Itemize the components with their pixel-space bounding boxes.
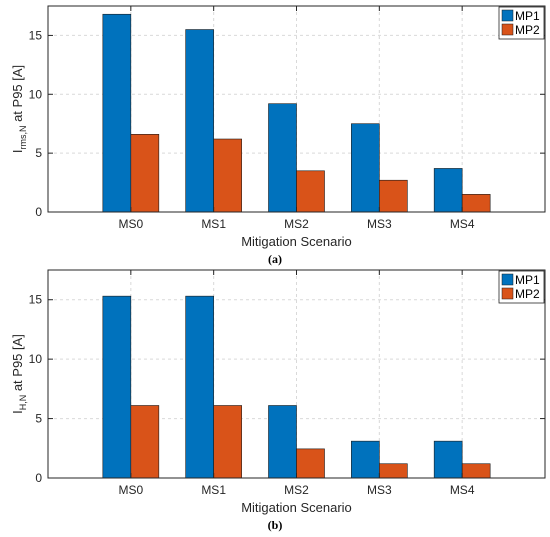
y-tick-label: 5 bbox=[35, 412, 42, 426]
legend-label-mp1: MP1 bbox=[515, 9, 540, 23]
y-axis-label-subscript: rms,N bbox=[18, 126, 28, 150]
legend-swatch-mp1 bbox=[501, 273, 514, 286]
bar-mp1-ms3 bbox=[351, 123, 380, 213]
panel-caption: (b) bbox=[268, 518, 283, 532]
y-tick-label: 10 bbox=[29, 87, 43, 101]
x-tick-label-ms0: MS0 bbox=[118, 217, 143, 231]
y-tick-label: 0 bbox=[35, 471, 42, 485]
bar-mp1-ms2 bbox=[268, 405, 297, 479]
y-tick-label: 15 bbox=[29, 293, 43, 307]
x-axis-label: Mitigation Scenario bbox=[241, 500, 352, 515]
x-tick-label-ms1: MS1 bbox=[201, 217, 226, 231]
legend-swatch-mp2 bbox=[501, 23, 514, 36]
x-tick-label-ms3: MS3 bbox=[367, 483, 392, 497]
x-tick-label-ms0: MS0 bbox=[118, 483, 143, 497]
y-axis-label-main: I bbox=[10, 150, 25, 154]
bar-mp2-ms4 bbox=[461, 463, 491, 479]
bar-mp2-ms1 bbox=[213, 138, 242, 213]
bar-mp2-ms4 bbox=[461, 194, 491, 213]
y-tick-label: 0 bbox=[35, 205, 42, 219]
chart-panel-b: 0 5 10 15 MS0 MS1 MS2 MS3 MS4 Mitigation Scenario… bbox=[10, 269, 546, 532]
x-tick-label-ms2: MS2 bbox=[284, 217, 309, 231]
x-tick-label-ms4: MS4 bbox=[450, 217, 475, 231]
chart-panel-a: 0 5 10 15 MS0 MS1 MS2 MS3 MS4 Mitigation Scenario… bbox=[10, 5, 546, 266]
x-tick-label-ms4: MS4 bbox=[450, 483, 475, 497]
legend-label-mp2: MP2 bbox=[515, 287, 540, 301]
y-tick-label: 10 bbox=[29, 352, 43, 366]
y-axis-label-rest: at P95 [A] bbox=[10, 334, 25, 395]
x-tick-label-ms2: MS2 bbox=[284, 483, 309, 497]
legend-swatch-mp2 bbox=[501, 287, 514, 300]
x-tick-label-ms1: MS1 bbox=[201, 483, 226, 497]
legend-label-mp1: MP1 bbox=[515, 273, 540, 287]
legend-label-mp2: MP2 bbox=[515, 23, 540, 37]
bar-mp2-ms3 bbox=[379, 463, 408, 479]
bar-mp1-ms0 bbox=[102, 295, 132, 479]
y-axis-label-subscript: H,N bbox=[18, 395, 28, 411]
bar-mp2-ms0 bbox=[130, 134, 160, 213]
y-axis-label-rest: at P95 [A] bbox=[10, 65, 25, 126]
y-axis-label: Irms,N at P95 [A] bbox=[10, 65, 28, 153]
legend-swatch-mp1 bbox=[501, 9, 514, 22]
y-tick-label: 5 bbox=[35, 146, 42, 160]
bar-mp1-ms4 bbox=[433, 168, 463, 213]
bar-mp1-ms3 bbox=[351, 440, 380, 479]
bar-mp1-ms2 bbox=[268, 103, 297, 213]
bar-mp2-ms1 bbox=[213, 405, 242, 479]
bar-mp1-ms0 bbox=[102, 13, 132, 213]
bar-mp1-ms4 bbox=[433, 440, 463, 479]
bar-mp2-ms2 bbox=[296, 448, 325, 479]
bar-mp2-ms0 bbox=[130, 405, 160, 479]
y-axis-label-main: I bbox=[10, 410, 25, 414]
x-axis-label: Mitigation Scenario bbox=[241, 234, 352, 249]
y-axis-label: IH,N at P95 [A] bbox=[10, 334, 28, 414]
y-tick-label: 15 bbox=[29, 28, 43, 42]
panel-caption: (a) bbox=[268, 252, 282, 266]
bar-mp2-ms2 bbox=[296, 170, 325, 213]
x-tick-label-ms3: MS3 bbox=[367, 217, 392, 231]
bar-mp1-ms1 bbox=[185, 295, 214, 479]
bar-mp1-ms1 bbox=[185, 29, 214, 213]
bar-mp2-ms3 bbox=[379, 179, 408, 213]
